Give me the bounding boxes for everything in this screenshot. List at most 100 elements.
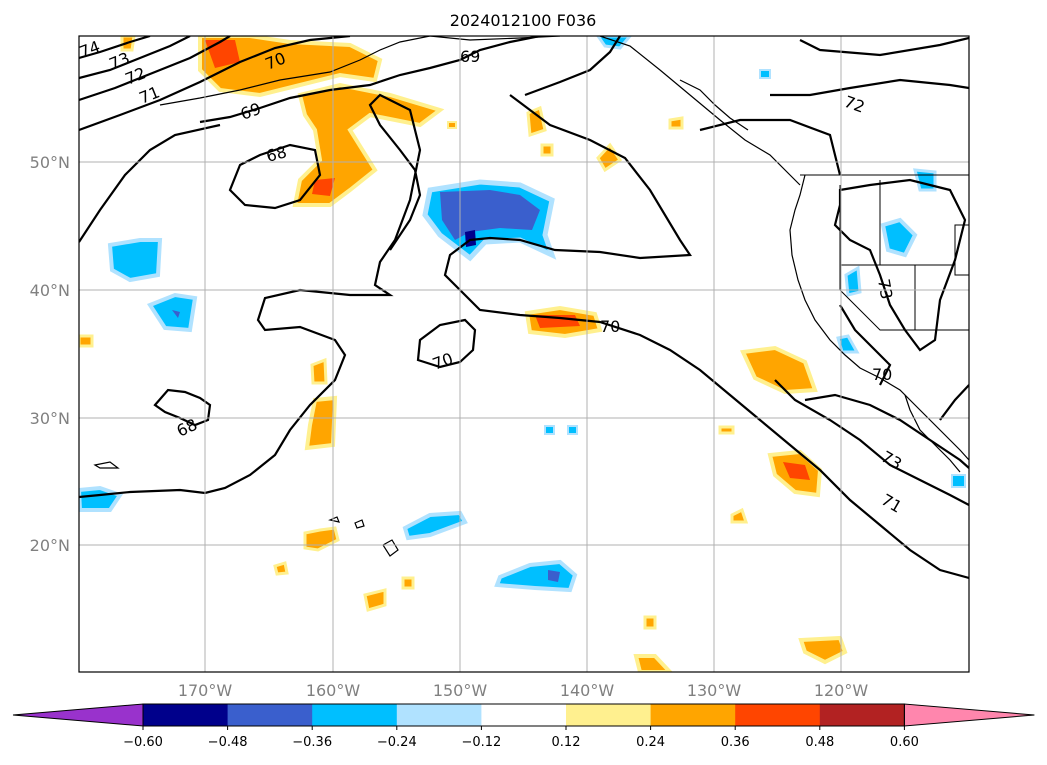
positive-region xyxy=(526,105,547,138)
negative-region xyxy=(494,559,578,593)
positive-region xyxy=(668,116,684,130)
contour-71-lower xyxy=(774,379,969,506)
coastline-west-us xyxy=(789,174,969,461)
colorbar-frame xyxy=(142,703,905,727)
contour-68-big xyxy=(79,93,422,499)
contour-69-upper xyxy=(199,36,541,124)
colorbar-tick-label: −0.36 xyxy=(292,735,332,750)
negative-region xyxy=(567,425,578,435)
positive-region xyxy=(310,357,328,385)
colorbar: −0.60 −0.48 −0.36 −0.24 −0.12 0.12 0.24 0.36 0.4… xyxy=(12,703,1035,750)
colorbar-segment xyxy=(396,704,482,726)
lat-label: 20°N xyxy=(30,536,70,555)
negative-region xyxy=(402,510,468,541)
coastline-alaska-panhandle xyxy=(599,36,801,186)
colorbar-segment xyxy=(650,704,736,726)
lon-label: 140°W xyxy=(560,681,615,700)
colorbar-segment xyxy=(481,704,567,726)
colorbar-tick-label: 0.60 xyxy=(890,735,919,750)
positive-region xyxy=(540,143,554,157)
colorbar-tick-label: −0.48 xyxy=(208,735,248,750)
contour-74 xyxy=(79,36,151,60)
colorbar-extend-low xyxy=(12,703,144,727)
negative-region xyxy=(79,485,124,512)
coastlines xyxy=(93,36,969,557)
positive-region xyxy=(633,654,673,672)
colorbar-segment xyxy=(312,704,398,726)
lat-label: 30°N xyxy=(30,409,70,428)
coastline-alaska xyxy=(159,36,431,106)
positive-region xyxy=(198,36,383,98)
latitude-labels: 50°N 40°N 30°N 20°N xyxy=(30,153,70,555)
graticule xyxy=(79,36,969,672)
lon-label: 170°W xyxy=(178,681,233,700)
colorbar-segment xyxy=(143,704,229,726)
contour-72-east xyxy=(770,78,969,97)
lon-label: 120°W xyxy=(814,681,869,700)
positive-region xyxy=(312,178,335,196)
positive-region xyxy=(730,507,749,524)
contour-north-east xyxy=(799,36,969,57)
negative-region xyxy=(440,190,540,240)
colorbar-segment xyxy=(735,704,821,726)
contour-label: 70 xyxy=(600,317,620,336)
colorbar-segment xyxy=(566,704,652,726)
contour-label: 70 xyxy=(872,365,892,384)
colorbar-tick-label: 0.24 xyxy=(636,735,665,750)
negative-region xyxy=(759,69,771,79)
negative-region xyxy=(951,474,966,488)
contour-73 xyxy=(79,36,191,80)
contour-68-loop xyxy=(228,143,322,210)
negative-region xyxy=(844,265,862,297)
contour-68-small xyxy=(153,388,212,427)
negative-region xyxy=(548,570,560,582)
negative-region xyxy=(146,292,198,333)
longitude-labels: 170°W 160°W 150°W 140°W 130°W 120°W xyxy=(178,681,869,700)
contour-label: 73 xyxy=(874,277,896,300)
lon-label: 130°W xyxy=(687,681,742,700)
colorbar-extend-high xyxy=(903,703,1035,727)
positive-region xyxy=(304,395,338,451)
colorbar-tick-label: 0.36 xyxy=(721,735,750,750)
negative-region xyxy=(107,238,163,283)
positive-region xyxy=(273,561,289,576)
map-frame xyxy=(78,35,970,673)
contour-70-small xyxy=(416,318,477,369)
positive-region xyxy=(718,425,735,435)
positive-region xyxy=(740,345,818,395)
colorbar-tick-label: 0.48 xyxy=(805,735,834,750)
positive-region xyxy=(798,635,848,665)
colorbar-segment xyxy=(819,704,905,726)
lat-label: 40°N xyxy=(30,281,70,300)
contour-71 xyxy=(79,36,351,132)
hawaii-island xyxy=(354,519,365,529)
negative-region xyxy=(596,36,632,50)
contour-label: 68 xyxy=(264,142,289,166)
contour-72 xyxy=(79,36,231,102)
positive-region xyxy=(205,40,240,68)
negative-region xyxy=(880,217,918,258)
chart-title: 2024012100 F036 xyxy=(450,11,597,30)
colorbar-tick-label: 0.12 xyxy=(552,735,581,750)
positive-region xyxy=(401,576,415,590)
lon-label: 150°W xyxy=(433,681,488,700)
positive-region xyxy=(783,462,810,480)
positive-region xyxy=(292,82,445,207)
colorbar-tick-label: −0.12 xyxy=(461,735,501,750)
negative-region xyxy=(172,310,180,318)
lon-label: 160°W xyxy=(306,681,361,700)
positive-region xyxy=(643,615,657,630)
contour-73-lower xyxy=(804,393,969,469)
contour-label: 74 xyxy=(77,37,103,62)
positive-region xyxy=(79,334,94,348)
contour-label: 69 xyxy=(460,47,480,66)
positive-region xyxy=(447,121,457,129)
colorbar-segment xyxy=(227,704,313,726)
map-panel: 74 73 72 71 70 69 69 68 68 70 70 72 73 7… xyxy=(30,35,970,700)
positive-region xyxy=(363,588,387,612)
island xyxy=(93,461,120,469)
negative-region xyxy=(913,168,937,192)
lat-label: 50°N xyxy=(30,153,70,172)
contour-73-loop xyxy=(833,178,967,352)
